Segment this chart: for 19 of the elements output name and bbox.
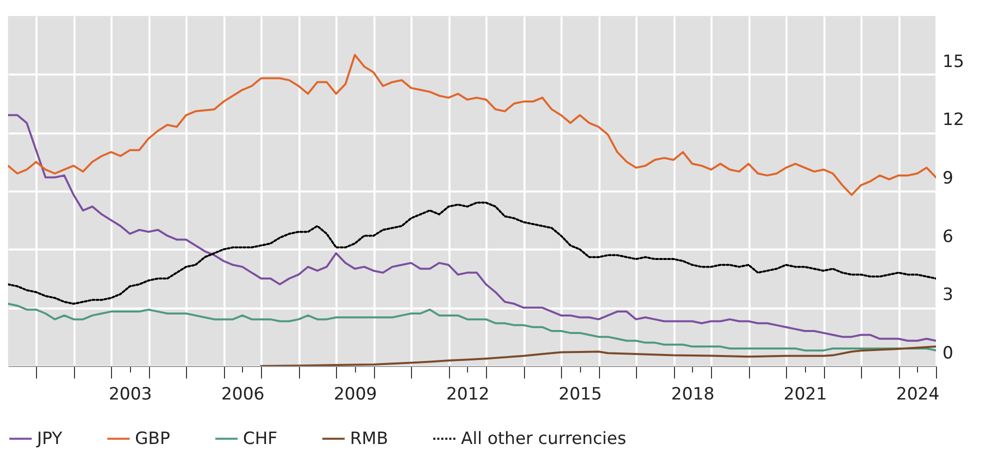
y-tick-label: 6 — [942, 226, 954, 247]
x-tick-label: 2018 — [671, 384, 714, 404]
x-tick-label: 2006 — [221, 384, 264, 404]
legend-label: RMB — [350, 428, 388, 449]
x-tick-label: 2003 — [108, 384, 152, 404]
legend-label: GBP — [135, 428, 170, 449]
x-tick-label: 2024 — [896, 384, 940, 404]
x-tick-label: 2021 — [784, 384, 827, 404]
x-tick-label: 2015 — [558, 384, 602, 404]
y-tick-label: 12 — [942, 110, 964, 130]
x-tick-label: 2012 — [446, 384, 490, 404]
y-tick-label: 9 — [942, 168, 954, 188]
legend-label: JPY — [36, 428, 63, 449]
x-tick-label: 2009 — [334, 384, 377, 404]
y-tick-label: 0 — [942, 344, 954, 364]
y-tick-label: 15 — [942, 52, 964, 72]
y-tick-label: 3 — [942, 285, 954, 306]
legend-label: All other currencies — [461, 428, 626, 449]
legend-label: CHF — [243, 428, 278, 449]
